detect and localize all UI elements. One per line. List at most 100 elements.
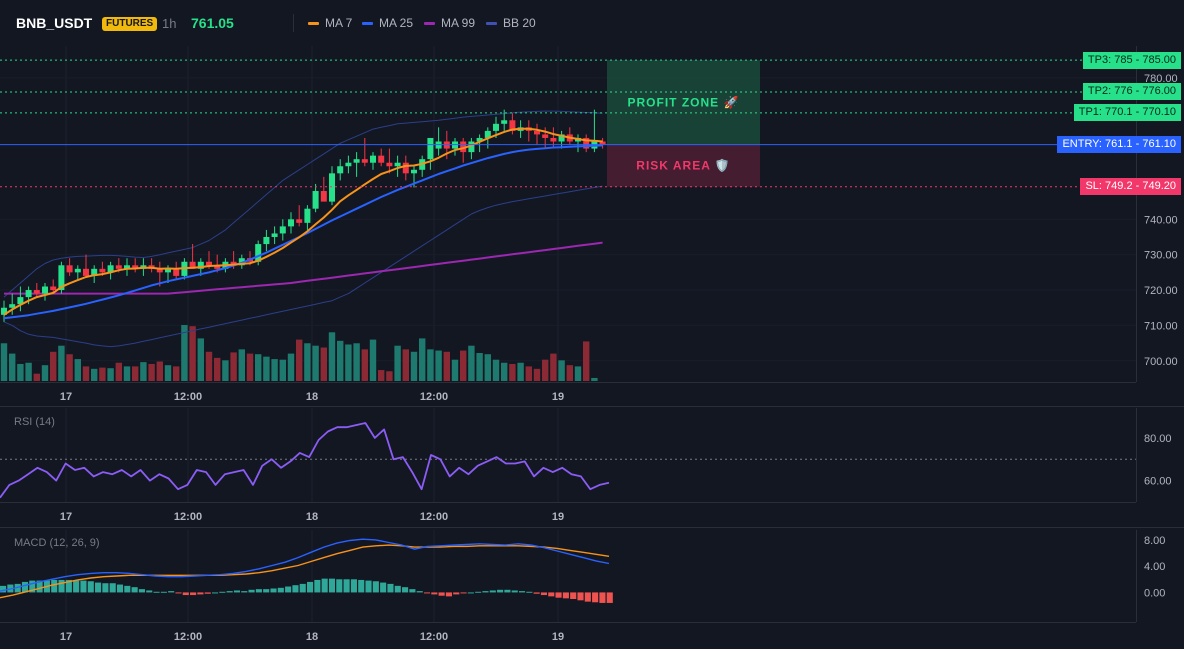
- candle-body: [370, 155, 376, 163]
- legend-swatch-ma99: [424, 21, 435, 25]
- macd-tick-label: 8.00: [1144, 535, 1165, 547]
- timeframe-label[interactable]: 1h: [162, 16, 177, 31]
- candle-body: [124, 265, 130, 269]
- volume-bar: [263, 356, 270, 381]
- macd-histogram-bar: [460, 592, 467, 594]
- macd-histogram-bar: [592, 592, 599, 603]
- volume-bar: [107, 368, 114, 381]
- candle-body: [534, 130, 540, 135]
- candle-body: [197, 261, 204, 269]
- candle-body: [345, 162, 352, 167]
- volume-bar: [66, 354, 73, 381]
- legend-ma7[interactable]: MA 7: [308, 16, 352, 30]
- macd-histogram-bar: [95, 582, 102, 593]
- volume-bar: [337, 340, 344, 381]
- macd-histogram-bar: [211, 592, 219, 594]
- macd-histogram-bar: [168, 591, 175, 593]
- volume-bar: [17, 363, 24, 381]
- tp1-label: TP1: 770.1: [1078, 106, 1133, 119]
- macd-histogram-bar: [599, 592, 606, 603]
- macd-histogram-bar: [562, 592, 569, 599]
- candle-body: [542, 134, 549, 138]
- candle-body: [115, 265, 122, 269]
- time-tick-label: 18: [306, 511, 318, 523]
- macd-histogram-bar: [321, 578, 328, 593]
- volume-bar: [435, 350, 442, 381]
- rsi-tick-label: 60.00: [1144, 476, 1172, 488]
- candle-body: [501, 120, 508, 124]
- candle-body: [296, 219, 303, 223]
- candle-body: [83, 268, 89, 276]
- volume-bar: [123, 366, 131, 381]
- volume-bar: [517, 362, 524, 381]
- tp1-value: 770.10: [1142, 106, 1176, 119]
- macd-histogram-bar: [138, 589, 145, 593]
- macd-histogram-bar: [577, 592, 584, 601]
- candle-body: [279, 226, 286, 234]
- volume-bar: [189, 326, 196, 381]
- macd-histogram-bar: [29, 580, 36, 593]
- volume-bar: [550, 353, 557, 381]
- symbol-name[interactable]: BNB_USDT: [16, 15, 93, 31]
- candle-body: [263, 236, 270, 245]
- candle-body: [353, 159, 360, 163]
- macd-histogram-bar: [365, 580, 372, 593]
- price-tick-label: 740.00: [1144, 214, 1178, 226]
- legend-swatch-ma7: [308, 21, 319, 25]
- volume-bar: [238, 349, 245, 381]
- legend-bb20[interactable]: BB 20: [486, 16, 536, 30]
- macd-histogram-bar: [226, 591, 233, 593]
- header-divider: [293, 14, 294, 32]
- volume-bar: [148, 363, 155, 381]
- volume-bar: [132, 366, 139, 381]
- volume-bar: [468, 345, 475, 381]
- volume-bar: [222, 360, 229, 381]
- volume-bar: [271, 359, 278, 381]
- volume-bar: [9, 353, 16, 381]
- sl-label: SL: 749.2: [1085, 180, 1133, 193]
- volume-bar: [402, 349, 409, 381]
- macd-histogram-bar: [467, 592, 474, 594]
- volume-bar: [492, 359, 500, 381]
- volume-bar: [230, 352, 237, 381]
- macd-histogram-bar: [0, 585, 7, 593]
- volume-bar: [246, 353, 254, 381]
- last-price: 761.05: [191, 15, 234, 31]
- price-tick-label: 720.00: [1144, 285, 1178, 297]
- bb-lower-line: [3, 185, 603, 348]
- volume-bar: [115, 362, 122, 381]
- candle-body: [189, 261, 196, 269]
- price-tick-label: 730.00: [1144, 250, 1178, 262]
- volume-bar: [197, 338, 204, 381]
- candle-body: [378, 155, 385, 163]
- volume-bar: [140, 362, 147, 381]
- macd-histogram-bar: [489, 590, 496, 593]
- macd-histogram-bar: [350, 579, 357, 593]
- volume-bar: [361, 349, 368, 381]
- legend-ma99[interactable]: MA 99: [424, 16, 475, 30]
- risk-zone: [607, 144, 760, 187]
- rsi-title: RSI (14): [14, 416, 55, 428]
- macd-histogram-bar: [307, 581, 314, 593]
- volume-bar: [255, 354, 262, 381]
- volume-bar: [164, 365, 172, 381]
- legend-ma25[interactable]: MA 25: [362, 16, 413, 30]
- macd-histogram-bar: [504, 589, 511, 593]
- candle-body: [411, 169, 417, 174]
- time-tick-label: 17: [60, 631, 72, 643]
- macd-histogram-bar: [475, 591, 482, 593]
- volume-bar: [82, 366, 90, 381]
- legend-label: BB 20: [503, 16, 536, 30]
- macd-histogram-bar: [277, 587, 284, 593]
- price-tick-label: 710.00: [1144, 320, 1178, 332]
- macd-histogram-bar: [190, 592, 197, 596]
- volume-bar: [427, 349, 434, 381]
- volume-bar: [558, 360, 565, 381]
- candle-body: [493, 123, 499, 131]
- volume-bar: [501, 362, 508, 381]
- macd-histogram-bar: [358, 579, 365, 593]
- macd-histogram-bar: [526, 591, 533, 593]
- candle-body: [558, 134, 565, 142]
- macd-histogram-bar: [409, 589, 416, 593]
